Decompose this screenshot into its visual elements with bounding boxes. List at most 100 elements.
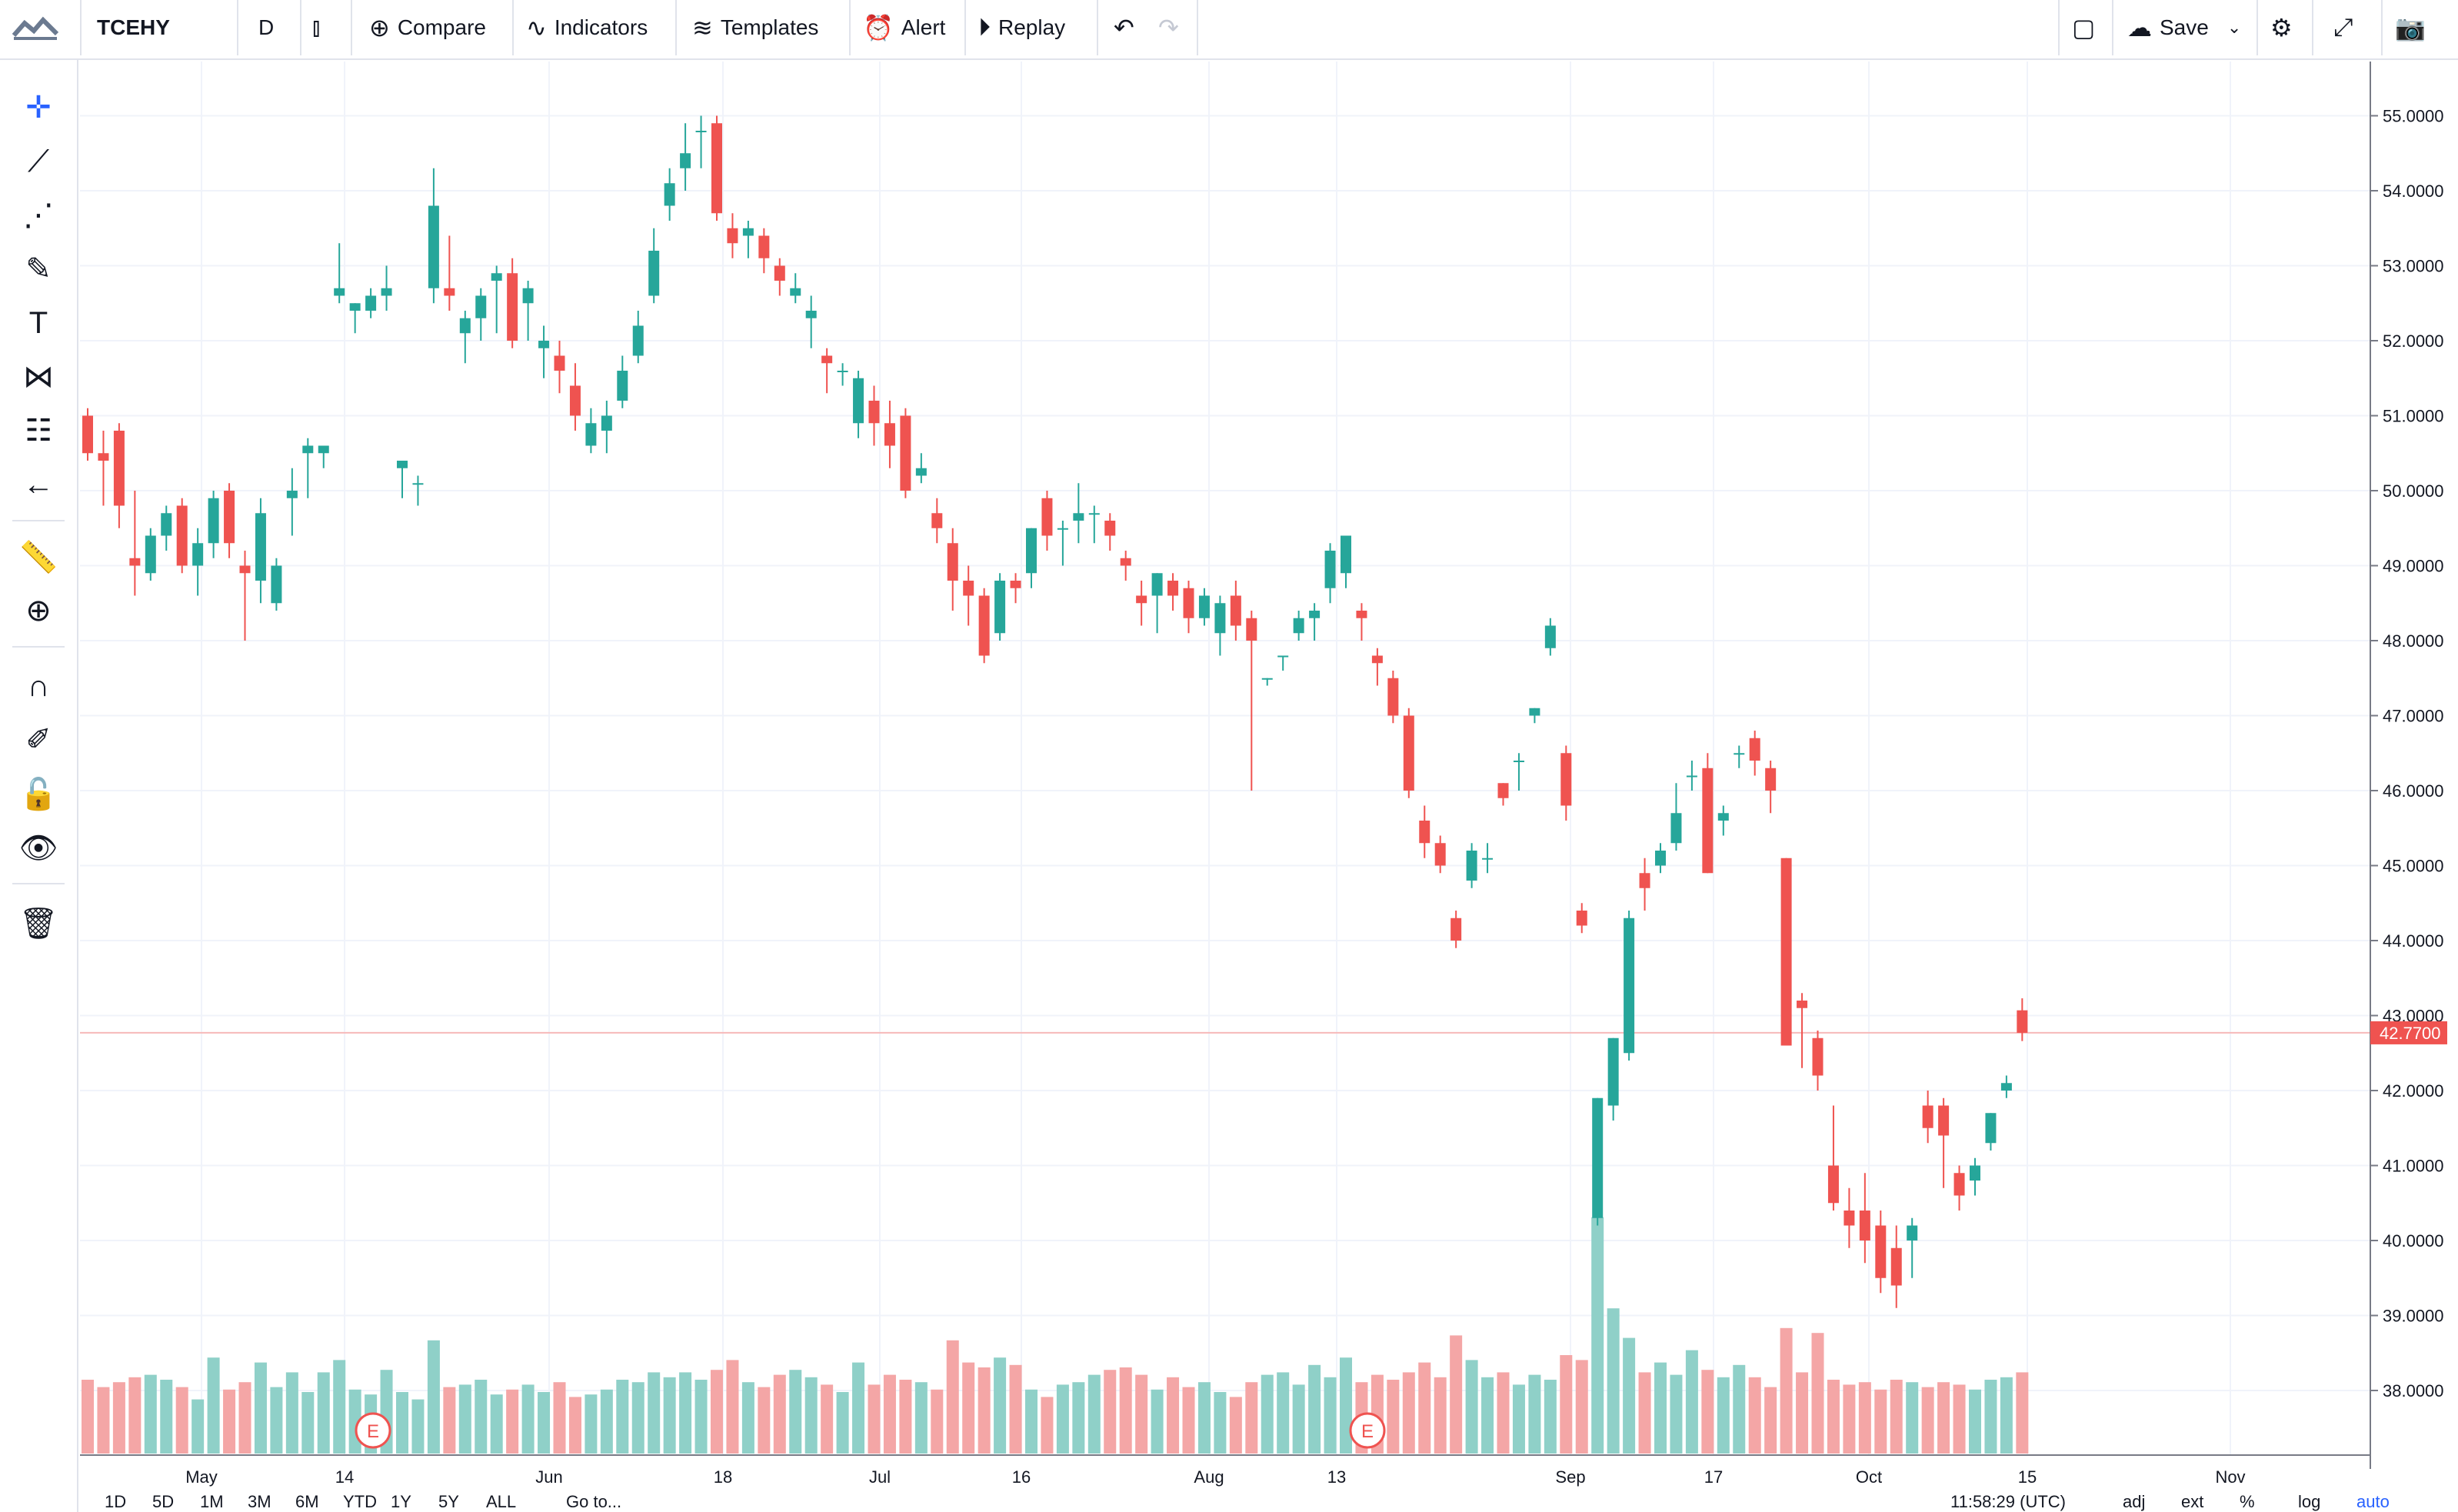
goto-button[interactable]: Go to...	[566, 1492, 622, 1511]
y-tick-label: 39.0000	[2383, 1307, 2444, 1326]
y-tick-label: 47.0000	[2383, 707, 2444, 726]
pattern-icon[interactable]: ⋈	[23, 360, 54, 394]
candle-body	[1088, 513, 1100, 515]
chart-legend: ⚑ TENCENT HOLDING LTD., D, OTC ⌄ O 43.0650 …	[86, 74, 1001, 101]
fullscreen-button[interactable]: ⤢	[2333, 0, 2361, 55]
candle-body	[1167, 581, 1179, 596]
scale-adj[interactable]: adj	[2123, 1492, 2146, 1511]
range-5y[interactable]: 5Y	[438, 1492, 459, 1511]
undo-icon: ↶	[1114, 14, 1134, 42]
scale-ext[interactable]: ext	[2181, 1492, 2204, 1511]
candle-body	[758, 235, 770, 258]
chart-type-button[interactable]: ⫾	[312, 0, 328, 55]
range-3m[interactable]: 3M	[248, 1492, 271, 1511]
candle-body	[711, 123, 722, 214]
volume-bar	[962, 1362, 975, 1454]
candle-body	[1844, 1211, 1855, 1226]
x-tick-label: Nov	[2215, 1467, 2245, 1487]
y-tick-label: 44.0000	[2383, 931, 2444, 951]
volume-bar	[1418, 1362, 1431, 1454]
fib-icon[interactable]: ⋰	[23, 198, 54, 232]
volume-bar	[1167, 1377, 1180, 1454]
interval-button[interactable]: D	[258, 15, 275, 39]
replay-button[interactable]: ⏵ Replay	[978, 13, 1066, 41]
crosshair-icon[interactable]: ✛	[25, 91, 52, 125]
volume-bar	[112, 1382, 125, 1454]
trend-line-icon[interactable]: ⟋	[28, 144, 49, 178]
volume-bar	[1984, 1380, 1997, 1454]
candle-body	[1482, 858, 1494, 860]
legend-menu-icon[interactable]: ⌄	[509, 82, 523, 98]
info-icon[interactable]: i	[2063, 94, 2098, 129]
volume-bar	[506, 1389, 519, 1454]
logo-icon[interactable]	[11, 0, 65, 55]
volume-bar	[411, 1399, 425, 1454]
y-tick-label: 40.0000	[2383, 1231, 2444, 1251]
ruler-icon[interactable]: 📏	[19, 540, 58, 574]
volume-bar	[348, 1389, 361, 1454]
volume-bar	[648, 1372, 661, 1454]
volume-bar	[1811, 1333, 1824, 1454]
range-1d[interactable]: 1D	[105, 1492, 127, 1511]
volume-bar	[946, 1340, 959, 1454]
candle-body	[1670, 813, 1682, 844]
brush-icon[interactable]: ✎	[25, 252, 52, 286]
range-6m[interactable]: 6M	[295, 1492, 319, 1511]
candle-body	[1592, 1097, 1604, 1218]
candle-body	[1120, 558, 1131, 566]
save-button[interactable]: ☁ Save ⌄	[2127, 14, 2242, 42]
volume-bar	[2000, 1377, 2013, 1454]
vol-value: 5.877M	[269, 112, 327, 132]
candle-body	[1010, 581, 1021, 588]
candle-body	[491, 273, 502, 281]
vol-controls-icon[interactable]: ⚙ ⚙ ✚ ✕	[182, 112, 255, 132]
volume-bar	[836, 1392, 849, 1454]
redo-button[interactable]: ↷	[1158, 0, 1187, 55]
alert-button[interactable]: ⏰ Alert	[863, 14, 946, 42]
eye-icon[interactable]: 👁	[18, 831, 58, 865]
sell-button[interactable]: SELL 42.7700	[1640, 82, 1807, 142]
lock-drawing-icon[interactable]: ✐	[25, 723, 52, 757]
text-icon[interactable]: T	[28, 305, 48, 340]
scale-log[interactable]: log	[2298, 1492, 2321, 1511]
range-ytd[interactable]: YTD	[343, 1492, 377, 1511]
vol-ma-value: 6.727M	[341, 112, 398, 132]
trash-icon[interactable]: 🗑	[18, 906, 58, 941]
buy-button[interactable]: BUY 42.7700	[1895, 82, 2049, 142]
collapse-icon[interactable]	[86, 79, 105, 98]
clock-readout[interactable]: 11:58:29 (UTC)	[1950, 1492, 2066, 1511]
prediction-icon[interactable]: ☷	[25, 414, 52, 448]
candle-body	[1293, 618, 1304, 634]
layout-button[interactable]: ▢	[2072, 0, 2103, 55]
quantity-stepper[interactable]: + −	[2104, 82, 2140, 142]
range-all[interactable]: ALL	[486, 1492, 517, 1511]
range-1y[interactable]: 1Y	[391, 1492, 411, 1511]
settings-button[interactable]: ⚙	[2270, 0, 2300, 55]
compare-button[interactable]: ⊕ Compare	[369, 14, 486, 42]
back-arrow-icon[interactable]: ←	[23, 467, 54, 501]
range-5d[interactable]: 5D	[152, 1492, 175, 1511]
scale-percent[interactable]: %	[2240, 1492, 2255, 1511]
range-1m[interactable]: 1M	[200, 1492, 224, 1511]
zoom-in-icon[interactable]: ⊕	[25, 594, 52, 628]
volume-bar	[1544, 1380, 1557, 1454]
x-tick-label: 14	[335, 1467, 354, 1487]
unlock-icon[interactable]: 🔓	[19, 777, 58, 811]
snapshot-button[interactable]: 📷	[2395, 0, 2433, 55]
candle-body	[176, 505, 188, 566]
x-tick-label: Oct	[1856, 1467, 1882, 1487]
indicators-button[interactable]: ∿ Indicators	[526, 14, 648, 42]
scale-auto[interactable]: auto	[2356, 1492, 2390, 1511]
volume-bar	[726, 1360, 739, 1454]
candle-body	[98, 453, 109, 461]
volume-bar	[1151, 1389, 1164, 1454]
magnet-icon[interactable]: ∩	[27, 668, 50, 703]
volume-bar	[1355, 1382, 1368, 1454]
templates-button[interactable]: ≋ Templates	[692, 14, 819, 42]
symbol-search[interactable]: TCEHY	[97, 15, 170, 39]
undo-button[interactable]: ↶	[1114, 0, 1142, 55]
volume-bar	[914, 1382, 928, 1454]
candle-body	[1827, 1165, 1839, 1204]
volume-bar	[1104, 1370, 1117, 1454]
